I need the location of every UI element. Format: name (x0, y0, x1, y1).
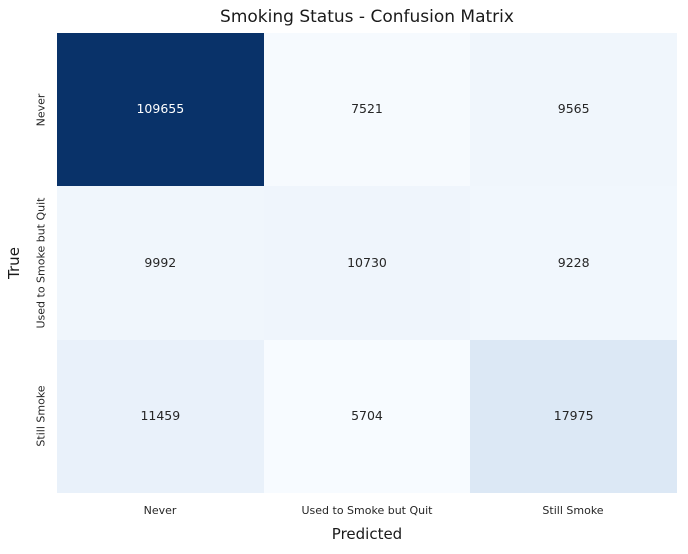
cell-value: 11459 (140, 408, 181, 424)
cell-value: 9992 (144, 254, 177, 270)
x-tick-label-still-smoke: Still Smoke (542, 504, 604, 517)
cell-value: 7521 (351, 101, 383, 117)
cell-value: 17975 (553, 408, 594, 424)
cell-value: 9565 (557, 101, 590, 117)
heatmap-grid: 109655 7521 9565 9992 10730 9228 11459 5704 1797… (57, 33, 677, 493)
cell-value: 5704 (351, 408, 383, 424)
heatmap-cell: 7521 (263, 33, 471, 187)
x-axis-label: Predicted (331, 525, 403, 543)
y-tick-label-never: Never (34, 93, 48, 127)
y-tick-label-still-smoke: Still Smoke (34, 385, 48, 447)
x-tick-label-used-to-smoke-but-quit: Used to Smoke but Quit (301, 504, 433, 517)
heatmap-cell: 5704 (263, 339, 471, 493)
y-tick-label-used-to-smoke-but-quit: Used to Smoke but Quit (34, 197, 48, 329)
heatmap-cell: 9992 (57, 186, 264, 340)
x-tick-label-never: Never (143, 504, 177, 517)
heatmap-cell: 109655 (57, 33, 264, 187)
cell-value: 10730 (347, 254, 387, 270)
cell-value: 9228 (557, 254, 590, 270)
heatmap-cell: 11459 (57, 339, 264, 493)
heatmap-cell: 9228 (470, 186, 677, 340)
chart-title: Smoking Status - Confusion Matrix (220, 7, 514, 27)
cell-value: 109655 (136, 101, 185, 117)
heatmap-cell: 17975 (470, 339, 677, 493)
heatmap-cell: 9565 (470, 33, 677, 187)
heatmap-cell: 10730 (263, 186, 471, 340)
y-axis-label: True (5, 247, 23, 279)
